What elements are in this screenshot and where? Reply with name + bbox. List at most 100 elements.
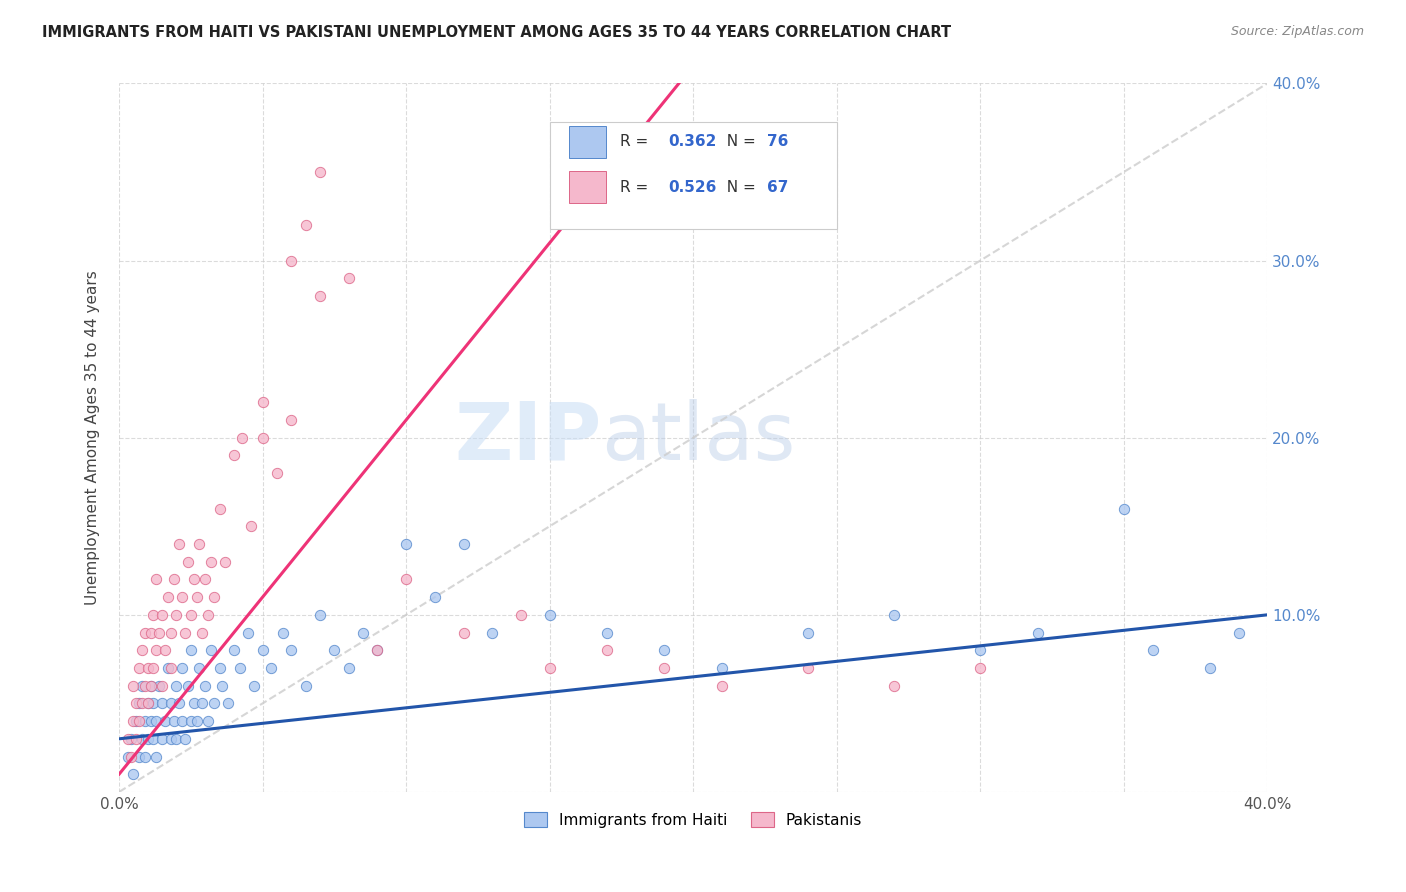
Point xyxy=(125,714,148,728)
Point xyxy=(174,625,197,640)
Point xyxy=(120,749,142,764)
Point xyxy=(159,661,181,675)
Point xyxy=(969,643,991,657)
Point xyxy=(481,625,503,640)
Point xyxy=(294,218,316,232)
Point xyxy=(453,537,475,551)
Point xyxy=(710,661,733,675)
Point xyxy=(166,607,188,622)
Point xyxy=(538,607,561,622)
Point xyxy=(172,590,194,604)
Point xyxy=(1227,625,1250,640)
Point xyxy=(280,413,302,427)
Point xyxy=(174,731,197,746)
Y-axis label: Unemployment Among Ages 35 to 44 years: Unemployment Among Ages 35 to 44 years xyxy=(86,270,100,605)
FancyBboxPatch shape xyxy=(569,126,606,158)
Point xyxy=(337,661,360,675)
Point xyxy=(145,643,167,657)
Point xyxy=(150,679,173,693)
Text: R =: R = xyxy=(620,135,652,149)
Point xyxy=(183,573,205,587)
Point xyxy=(238,625,260,640)
Point xyxy=(145,573,167,587)
Point xyxy=(654,661,676,675)
Text: ZIP: ZIP xyxy=(454,399,602,476)
Point xyxy=(172,661,194,675)
Point xyxy=(169,697,191,711)
Point xyxy=(395,537,418,551)
Point xyxy=(200,555,222,569)
Text: Source: ZipAtlas.com: Source: ZipAtlas.com xyxy=(1230,25,1364,38)
Point xyxy=(136,731,159,746)
Point xyxy=(139,679,162,693)
Point xyxy=(231,431,253,445)
Point xyxy=(128,714,150,728)
Point xyxy=(166,679,188,693)
Point xyxy=(228,661,250,675)
Point xyxy=(323,643,346,657)
Point xyxy=(128,697,150,711)
Point xyxy=(134,679,156,693)
Point xyxy=(162,573,184,587)
Point xyxy=(240,519,263,533)
Point xyxy=(142,731,165,746)
Point xyxy=(969,661,991,675)
Text: N =: N = xyxy=(717,180,761,194)
Point xyxy=(208,501,231,516)
Point xyxy=(122,679,145,693)
Point xyxy=(134,749,156,764)
Point xyxy=(183,697,205,711)
Point xyxy=(159,697,181,711)
Point xyxy=(117,749,139,764)
Point xyxy=(156,590,179,604)
Point xyxy=(197,607,219,622)
Point xyxy=(134,714,156,728)
Point xyxy=(153,714,176,728)
Point xyxy=(352,625,374,640)
FancyBboxPatch shape xyxy=(550,122,837,228)
Point xyxy=(162,714,184,728)
Point xyxy=(309,289,332,303)
Point xyxy=(366,643,388,657)
Point xyxy=(260,661,283,675)
Text: 0.362: 0.362 xyxy=(668,135,716,149)
Point xyxy=(510,607,533,622)
Point xyxy=(180,643,202,657)
Text: atlas: atlas xyxy=(602,399,796,476)
Point xyxy=(222,449,245,463)
Point xyxy=(202,590,225,604)
Point xyxy=(159,625,181,640)
Point xyxy=(280,643,302,657)
Point xyxy=(188,537,211,551)
Point xyxy=(280,253,302,268)
Point xyxy=(166,731,188,746)
Point xyxy=(217,697,239,711)
Point xyxy=(136,697,159,711)
Point xyxy=(294,679,316,693)
Point xyxy=(125,731,148,746)
Point xyxy=(150,731,173,746)
Point xyxy=(883,607,905,622)
Point xyxy=(1142,643,1164,657)
Point xyxy=(309,165,332,179)
Text: 76: 76 xyxy=(766,135,787,149)
Point xyxy=(194,573,217,587)
Point xyxy=(243,679,266,693)
Legend: Immigrants from Haiti, Pakistanis: Immigrants from Haiti, Pakistanis xyxy=(519,805,869,834)
Point xyxy=(142,661,165,675)
Point xyxy=(139,625,162,640)
Point xyxy=(136,661,159,675)
Point xyxy=(222,643,245,657)
Point xyxy=(252,395,274,409)
Point xyxy=(797,625,820,640)
Point xyxy=(139,714,162,728)
Point xyxy=(120,731,142,746)
Point xyxy=(128,749,150,764)
Point xyxy=(1112,501,1135,516)
Point xyxy=(131,679,153,693)
Point xyxy=(169,537,191,551)
Point xyxy=(134,625,156,640)
FancyBboxPatch shape xyxy=(569,171,606,203)
Point xyxy=(145,714,167,728)
Point xyxy=(596,643,619,657)
